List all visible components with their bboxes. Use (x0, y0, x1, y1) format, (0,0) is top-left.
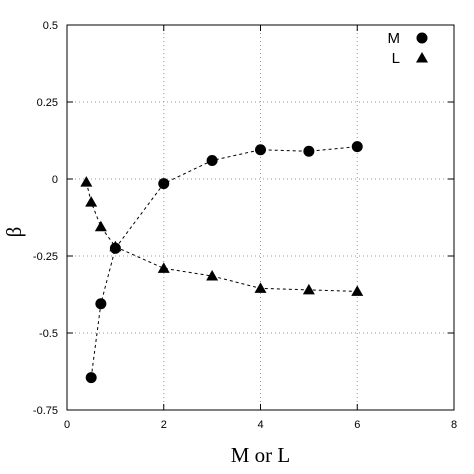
legend: ML (388, 30, 428, 67)
data-point-m (85, 372, 97, 384)
series-m (85, 141, 363, 384)
y-axis-title: β (2, 227, 26, 238)
x-tick-label: 6 (354, 419, 360, 431)
y-tick-label: 0.25 (37, 97, 58, 109)
x-axis-title: M or L (231, 443, 291, 467)
data-point-m (95, 298, 107, 310)
y-tick-label: -0.25 (33, 251, 58, 263)
x-tick-label: 4 (257, 419, 263, 431)
legend-marker-m (416, 32, 428, 44)
data-point-l (206, 270, 219, 281)
series-line-l (85, 181, 358, 292)
data-point-l (109, 240, 122, 252)
data-point-m (206, 155, 218, 167)
legend-label-l: L (392, 50, 400, 67)
y-tick-label: -0.75 (33, 405, 58, 417)
data-point-l (94, 220, 107, 232)
series-l (80, 176, 364, 296)
x-tick-label: 8 (451, 419, 457, 431)
y-tick-label: 0 (52, 174, 58, 186)
axis-ticks: 0 2 4 6 8 -0.75 -0.5 -0.25 0 0.25 0.5 (33, 20, 457, 431)
legend-label-m: M (388, 30, 401, 47)
data-point-m (255, 144, 266, 156)
grid (67, 25, 454, 410)
data-point-m (303, 145, 315, 157)
x-tick-label: 2 (161, 419, 167, 431)
data-point-l (157, 262, 170, 273)
series-layer (80, 141, 364, 384)
data-point-l (254, 282, 267, 293)
x-tick-label: 0 (64, 419, 70, 431)
legend-marker-l (416, 52, 428, 63)
data-point-l (351, 285, 364, 296)
data-point-l (85, 196, 98, 207)
series-line-m (90, 146, 358, 378)
data-point-l (80, 176, 93, 187)
y-tick-label: 0.5 (43, 20, 58, 32)
data-point-l (302, 283, 315, 295)
y-tick-label: -0.5 (39, 328, 58, 340)
data-point-m (158, 178, 170, 190)
data-point-m (351, 141, 363, 153)
